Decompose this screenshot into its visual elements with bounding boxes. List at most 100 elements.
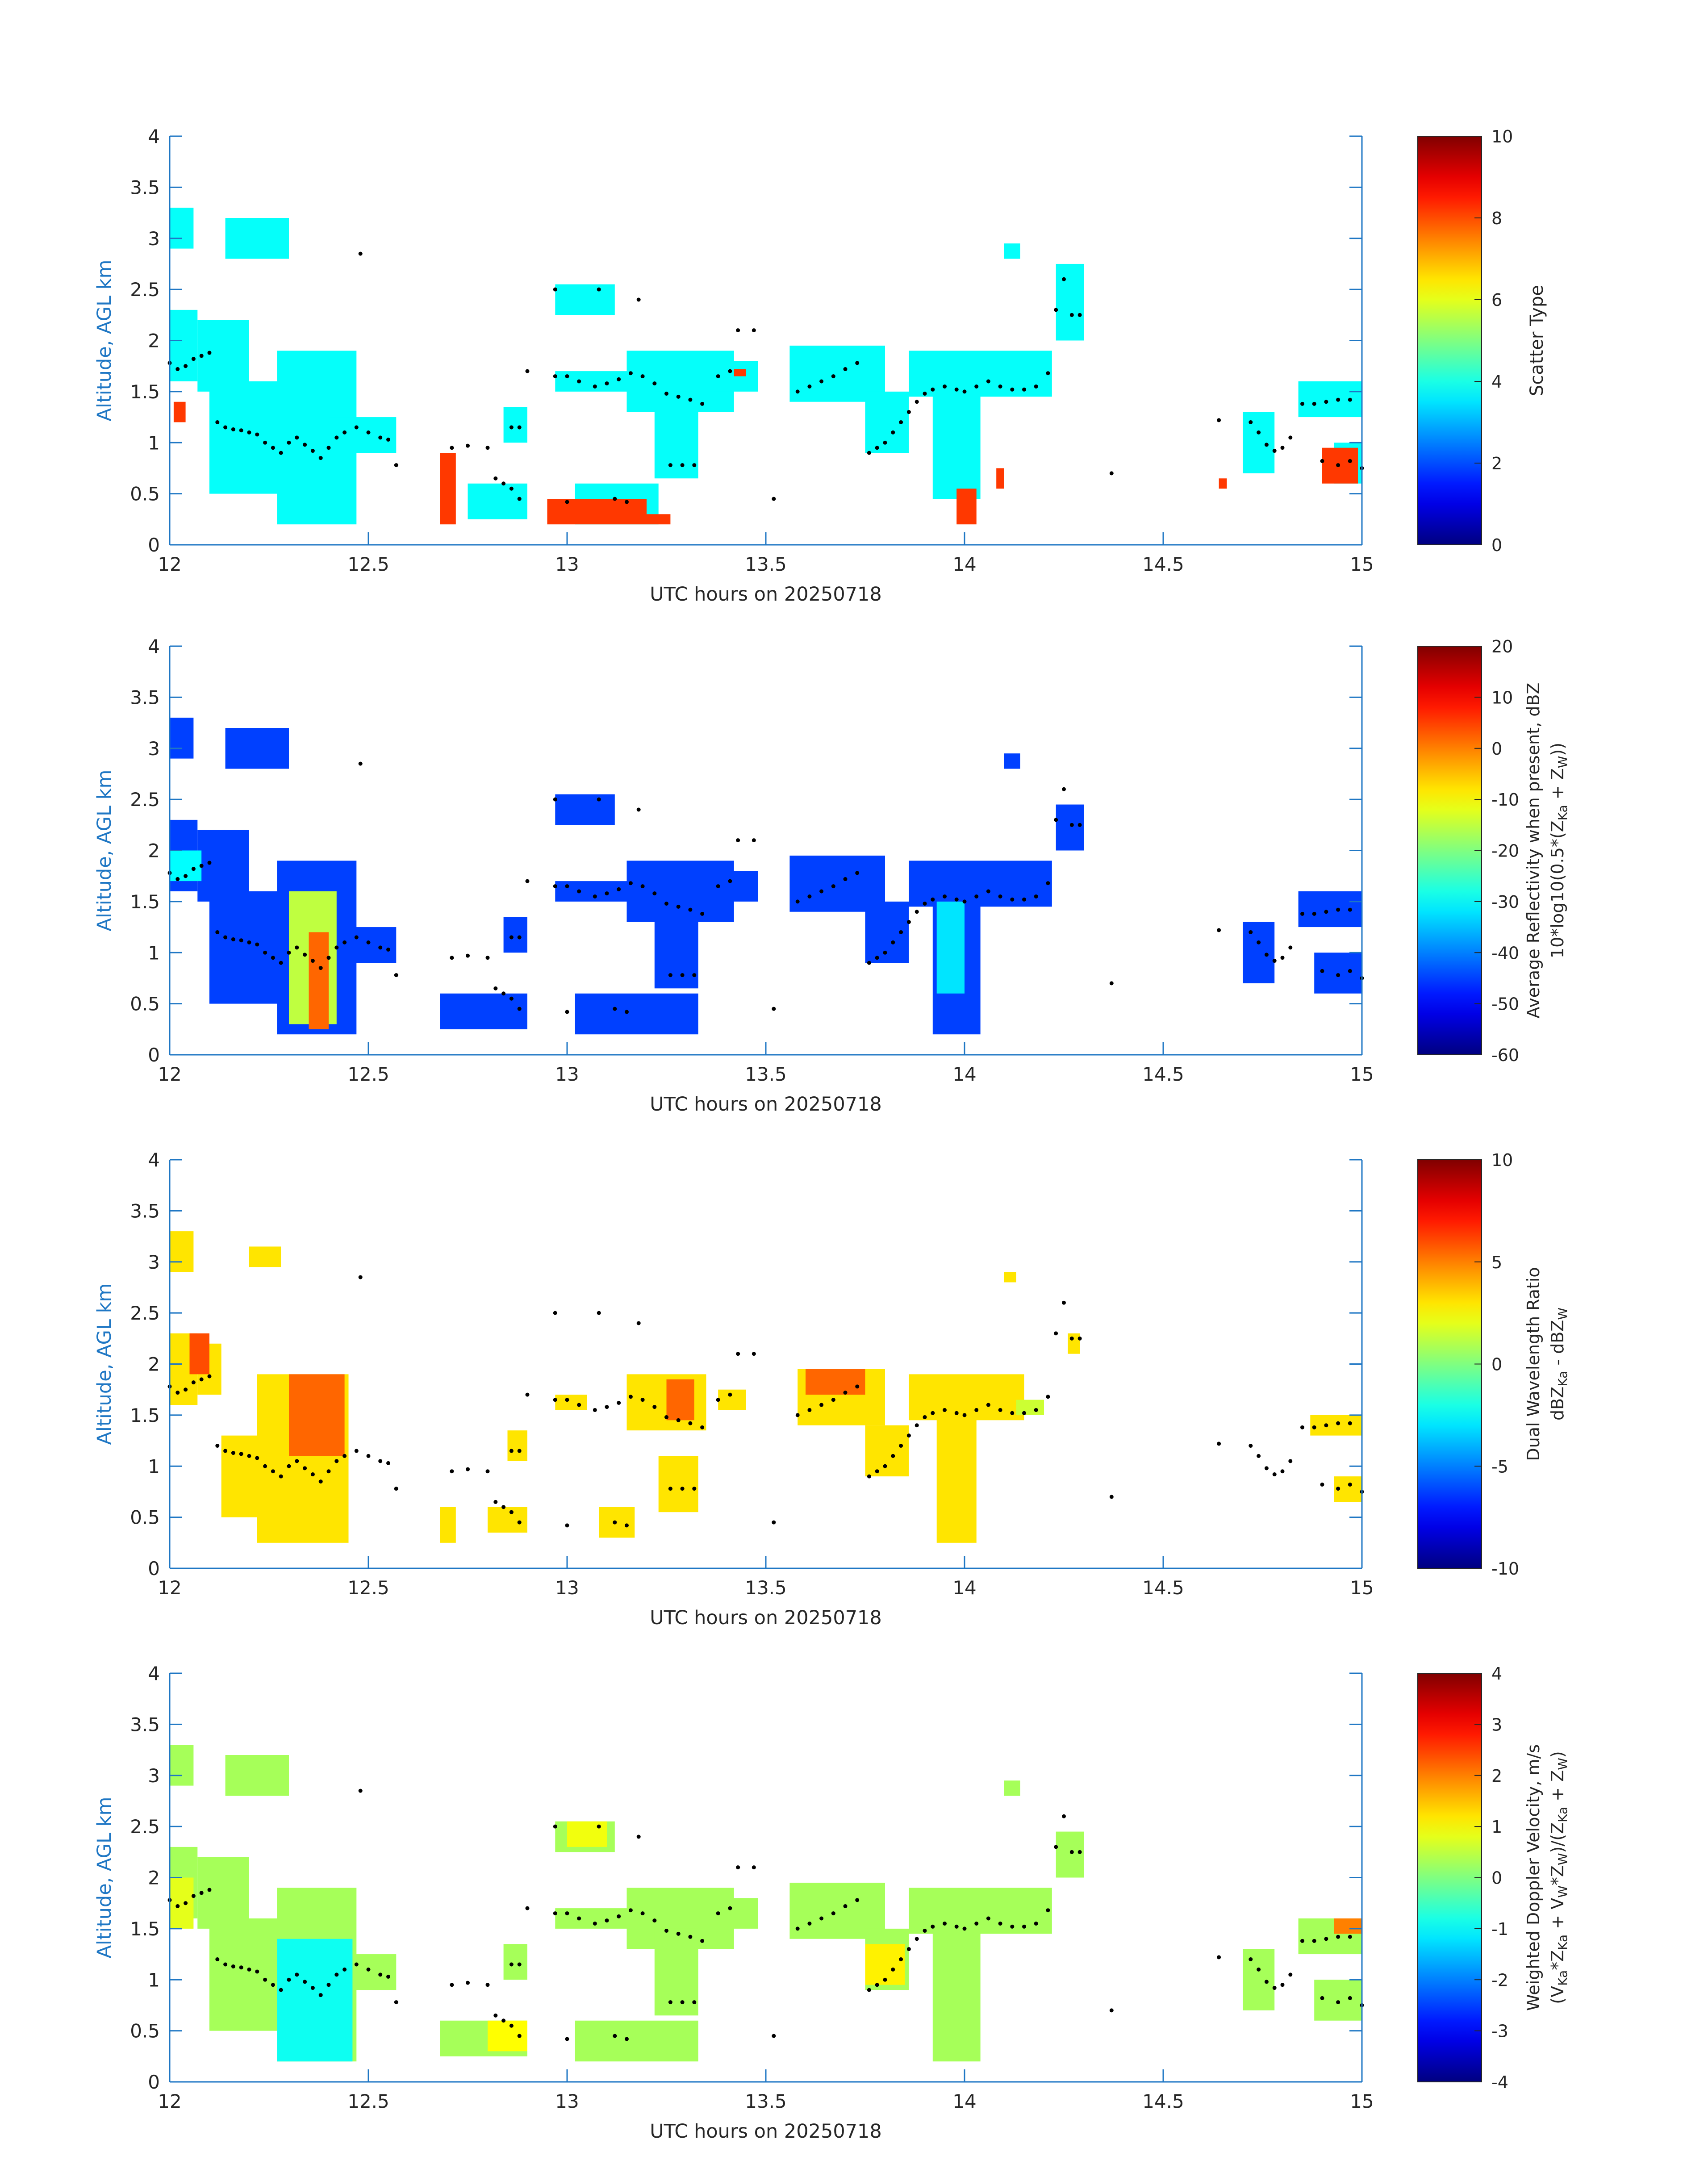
cloud-base-marker (617, 377, 621, 381)
cloud-base-marker (501, 2018, 506, 2023)
cloud-base-marker (906, 920, 911, 924)
x-tick-label: 12 (158, 2090, 181, 2112)
cloud-base-marker (358, 251, 363, 256)
data-region (1004, 753, 1020, 769)
cloud-base-marker (883, 1464, 887, 1468)
data-region (575, 993, 698, 1035)
cloud-base-marker (931, 387, 935, 392)
cloud-base-marker (1320, 1482, 1324, 1487)
cloud-base-marker (597, 1824, 601, 1829)
cloud-base-marker (1022, 1411, 1026, 1415)
cloud-base-marker (795, 1926, 800, 1931)
data-region (718, 1389, 746, 1410)
cloud-base-marker (223, 1962, 228, 1967)
cloud-base-marker (1312, 1425, 1316, 1429)
cloud-base-marker (628, 1908, 633, 1913)
cloud-base-marker (509, 996, 514, 1001)
cloud-base-marker (1046, 1395, 1050, 1399)
cloud-base-marker (1280, 1983, 1285, 1987)
cloud-base-marker (1264, 443, 1269, 447)
cloud-base-marker (318, 1993, 323, 1997)
cloud-base-marker (1264, 1980, 1269, 1984)
cloud-base-marker (1348, 1996, 1352, 2000)
cloud-base-marker (342, 430, 347, 435)
cloud-base-marker (640, 374, 645, 379)
cloud-base-marker (1109, 471, 1114, 476)
x-tick-label: 13 (555, 1063, 579, 1085)
cloud-base-marker (1022, 387, 1026, 392)
cloud-base-marker (303, 953, 307, 957)
cloud-base-marker (998, 894, 1002, 898)
cloud-base-marker (899, 930, 903, 934)
colorbar-tick-label: 10 (1491, 127, 1513, 146)
cloud-base-marker (378, 945, 383, 950)
cloud-base-marker (1324, 1937, 1328, 1941)
cloud-base-marker (247, 940, 251, 944)
cloud-base-marker (386, 1461, 390, 1465)
panel-1-data (170, 208, 1362, 525)
cloud-base-marker (553, 287, 557, 292)
cloud-base-marker (875, 446, 879, 450)
cloud-base-marker (843, 367, 848, 372)
y-tick-label: 1.5 (130, 381, 160, 403)
cloud-base-marker (378, 435, 383, 440)
colorbar-label-line1: Weighted Doppler Velocity, m/s (1524, 1744, 1543, 2011)
cloud-base-marker (342, 1454, 347, 1458)
cloud-base-marker (517, 1007, 522, 1011)
data-region (932, 1918, 981, 2062)
cloud-base-marker (191, 867, 196, 871)
colorbar-gradient (1417, 646, 1482, 1055)
cloud-base-marker (668, 973, 672, 978)
cloud-base-marker (318, 966, 323, 970)
data-region-accent (567, 1821, 607, 1847)
y-tick-label: 4 (148, 1149, 160, 1171)
panel-4-data (170, 1745, 1362, 2062)
cloud-base-marker (1010, 1924, 1015, 1929)
data-region (1004, 243, 1020, 259)
y-tick-label: 3 (148, 738, 160, 760)
cloud-base-marker (613, 1007, 617, 1011)
y-tick-label: 3 (148, 1251, 160, 1273)
data-region (555, 1908, 627, 1929)
cloud-base-marker (1257, 1454, 1261, 1458)
data-region (555, 284, 615, 315)
colorbar-tick-label: 1 (1491, 1817, 1502, 1837)
cloud-base-marker (1077, 1336, 1082, 1341)
cloud-base-marker (565, 1523, 569, 1528)
cloud-base-marker (625, 1010, 629, 1014)
cloud-base-marker (450, 956, 454, 960)
panel-2-colorbar: -60 -50 -40 -30 -20 -10 0 10 20 Average Reflectiv… (1417, 637, 1570, 1065)
cloud-base-marker (1300, 401, 1304, 406)
cloud-base-marker (617, 1400, 621, 1405)
colorbar-label: Dual Wavelength Ratio dBZKa - dBZW (1524, 1267, 1570, 1461)
cloud-base-marker (954, 1924, 959, 1929)
cloud-base-marker (1272, 1472, 1277, 1477)
cloud-base-marker (962, 1926, 967, 1931)
data-region-accent (1322, 447, 1358, 484)
data-region-accent (173, 401, 186, 422)
cloud-base-marker (1249, 420, 1253, 424)
cloud-base-marker (931, 1411, 935, 1415)
data-region (932, 381, 981, 499)
cloud-base-marker (1320, 1996, 1324, 2000)
cloud-base-marker (636, 1321, 641, 1325)
cloud-base-marker (772, 1520, 776, 1525)
cloud-base-marker (628, 1395, 633, 1399)
cloud-base-marker (378, 1459, 383, 1463)
data-region (209, 891, 289, 1004)
cloud-base-marker (891, 1967, 895, 1972)
cloud-base-marker (1217, 1955, 1221, 1960)
x-tick-label: 15 (1350, 1577, 1374, 1599)
cloud-base-marker (354, 1449, 359, 1453)
cloud-base-marker (509, 2023, 514, 2028)
y-axis-label: Altitude, AGL km (93, 1283, 116, 1445)
cloud-base-marker (899, 1444, 903, 1448)
cloud-base-marker (986, 1916, 990, 1921)
cloud-base-marker (1249, 1444, 1253, 1448)
x-tick-label: 12 (158, 553, 181, 575)
data-region (1004, 1780, 1020, 1796)
cloud-base-marker (207, 351, 212, 355)
cloud-base-marker (613, 497, 617, 501)
cloud-base-marker (688, 1935, 693, 1939)
cloud-base-marker (553, 797, 557, 802)
